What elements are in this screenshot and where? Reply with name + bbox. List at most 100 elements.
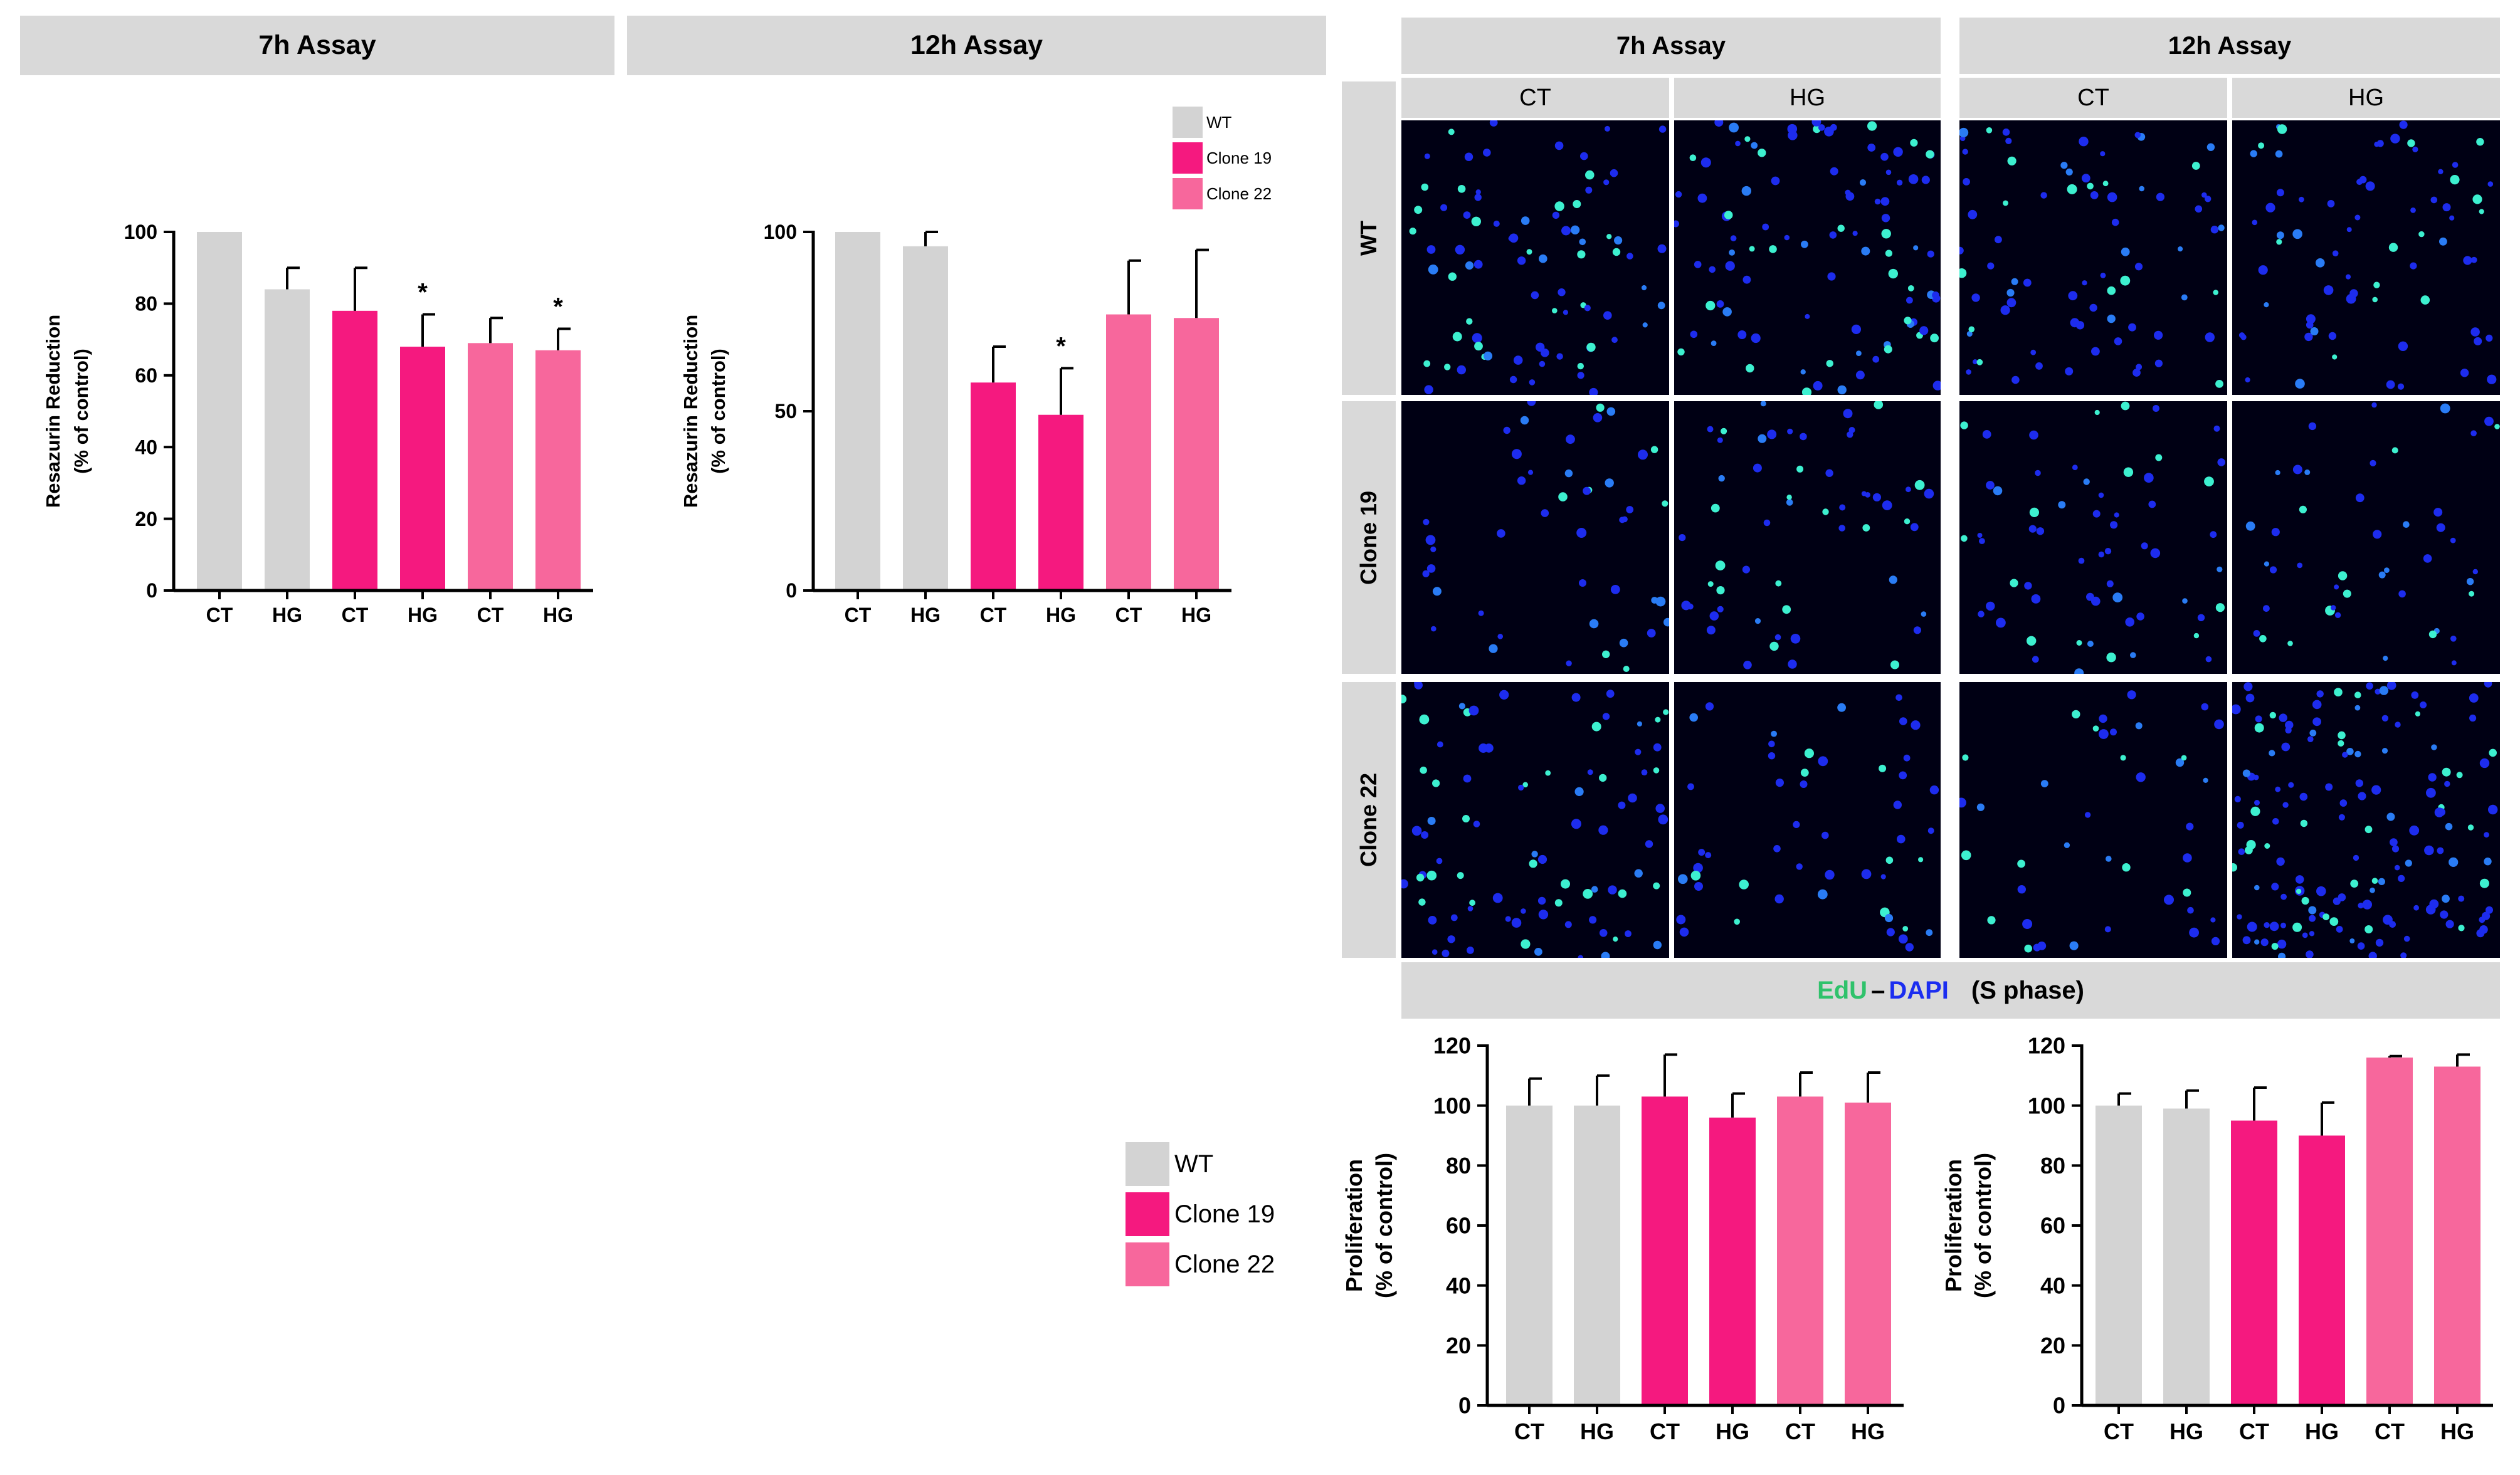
cell-nucleus	[1744, 136, 1751, 142]
cell-nucleus	[2316, 258, 2325, 268]
cell-nucleus	[1520, 416, 1529, 425]
cell-nucleus	[1509, 375, 1517, 384]
cell-nucleus	[1428, 265, 1438, 275]
cell-nucleus	[1527, 401, 1536, 406]
cell-nucleus	[2276, 231, 2284, 239]
cell-nucleus	[1591, 722, 1601, 732]
cell-nucleus	[1898, 934, 1908, 944]
panel-c-title: 7h Assay	[1401, 18, 1941, 74]
cell-nucleus	[2296, 888, 2302, 895]
chart-d-bar	[2434, 1066, 2480, 1405]
cell-layer	[1422, 401, 1669, 672]
cell-nucleus	[1885, 169, 1892, 176]
cell-nucleus	[1707, 581, 1714, 587]
cell-nucleus	[2247, 921, 2257, 932]
cell-nucleus	[2193, 633, 2200, 639]
cell-nucleus	[1579, 238, 1586, 246]
legend-large-wt: WT	[1126, 1142, 1213, 1186]
cell-nucleus	[2065, 367, 2074, 375]
cell-nucleus	[1818, 756, 1828, 767]
cell-nucleus	[1513, 355, 1523, 365]
cell-nucleus	[2418, 231, 2425, 238]
cell-nucleus	[1608, 885, 1617, 895]
chart-c-xtick-label: HG	[1580, 1419, 1614, 1444]
cell-nucleus	[2487, 181, 2494, 187]
cell-nucleus	[2279, 713, 2287, 722]
cell-nucleus	[2136, 772, 2146, 782]
cell-nucleus	[2252, 219, 2258, 226]
cell-nucleus	[1521, 908, 1526, 914]
cell-nucleus	[2175, 758, 2185, 767]
cell-nucleus	[2136, 364, 2143, 370]
cell-nucleus	[2197, 614, 2205, 621]
cell-nucleus	[1769, 641, 1779, 651]
cell-nucleus	[2148, 500, 2156, 508]
cell-nucleus	[2281, 742, 2291, 752]
cell-nucleus	[1401, 879, 1408, 889]
cell-nucleus	[2413, 905, 2419, 911]
cell-nucleus	[1966, 369, 1971, 375]
cell-layer	[2245, 402, 2500, 666]
cell-nucleus	[1960, 421, 1968, 429]
legend-small: WT Clone 19 Clone 22	[1173, 107, 1298, 219]
cell-nucleus	[1768, 752, 1776, 760]
cell-nucleus	[1918, 857, 1924, 863]
cell-nucleus	[2250, 806, 2260, 816]
cell-nucleus	[2300, 819, 2308, 827]
cell-nucleus	[1474, 194, 1482, 201]
cell-nucleus	[2474, 337, 2482, 345]
legend-large-c22-swatch	[1126, 1242, 1169, 1286]
cell-nucleus	[1570, 225, 1580, 234]
cell-nucleus	[1811, 120, 1821, 127]
cell-layer	[1959, 690, 2224, 953]
cell-nucleus	[1467, 906, 1474, 911]
cell-nucleus	[2237, 821, 2244, 829]
cell-nucleus	[1657, 244, 1667, 253]
cell-nucleus	[2312, 717, 2321, 727]
cell-nucleus	[1697, 193, 1707, 203]
cell-nucleus	[2201, 703, 2209, 711]
cell-nucleus	[1444, 364, 1451, 370]
cell-nucleus	[2458, 895, 2465, 902]
cell-nucleus	[1653, 940, 1662, 950]
cell-nucleus	[1521, 939, 1531, 949]
cell-nucleus	[1425, 535, 1436, 545]
chart-d-ytick-label: 80	[2040, 1153, 2065, 1178]
cell-nucleus	[1705, 702, 1714, 711]
cell-nucleus	[2121, 247, 2130, 256]
cell-nucleus	[1859, 179, 1867, 186]
cell-nucleus	[2022, 919, 2033, 929]
cell-nucleus	[2068, 291, 2078, 301]
cell-nucleus	[1587, 769, 1593, 775]
cell-nucleus	[2391, 845, 2400, 853]
chart-a-xtick-label: CT	[206, 604, 233, 626]
chart-b-ylabel-line2: (% of control)	[707, 349, 729, 474]
cell-nucleus	[2420, 701, 2427, 708]
cell-nucleus	[2332, 250, 2339, 256]
cell-nucleus	[1527, 470, 1534, 475]
cell-nucleus	[2409, 825, 2420, 836]
cell-nucleus	[2206, 143, 2215, 151]
cell-nucleus	[2245, 377, 2250, 383]
chart-b-xtick-label: HG	[1181, 604, 1211, 626]
cell-nucleus	[1856, 350, 1862, 356]
cell-nucleus	[2036, 527, 2045, 535]
legend-small-c22-swatch	[1173, 178, 1203, 209]
cell-layer	[1401, 682, 1669, 958]
cell-nucleus	[2125, 617, 2134, 627]
cell-nucleus	[2309, 729, 2317, 737]
chart-d-bar	[2299, 1135, 2345, 1405]
cell-nucleus	[2428, 773, 2437, 782]
cell-nucleus	[1910, 139, 1918, 147]
cell-nucleus	[1612, 248, 1621, 256]
cell-nucleus	[2338, 740, 2344, 747]
cell-nucleus	[1529, 859, 1537, 868]
cell-nucleus	[2458, 925, 2465, 932]
cell-nucleus	[1986, 601, 1995, 611]
chart-a-ytick-label: 20	[135, 508, 157, 530]
cell-nucleus	[2431, 744, 2437, 750]
cell-nucleus	[1563, 310, 1568, 315]
cell-nucleus	[1577, 250, 1586, 259]
cell-nucleus	[1552, 211, 1560, 219]
micro-c19-7h-ct	[1401, 401, 1669, 674]
